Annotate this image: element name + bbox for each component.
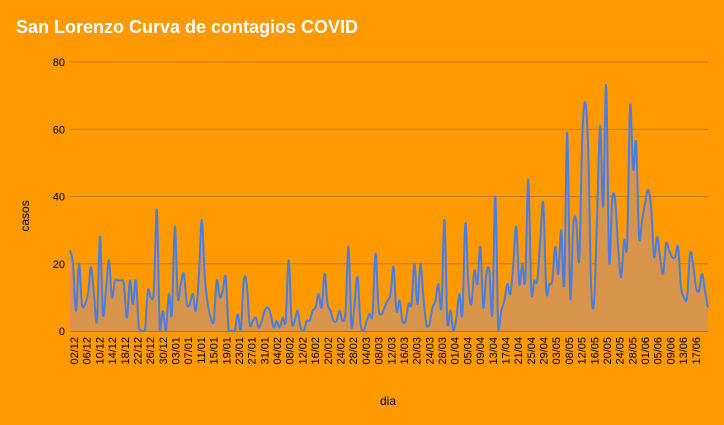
x-tick-label: 24/05 <box>615 337 627 365</box>
x-tick-label: 06/12 <box>82 337 94 365</box>
x-tick-label: 22/12 <box>132 337 144 365</box>
x-tick-label: 05/06 <box>653 337 665 365</box>
x-tick-label: 20/03 <box>412 337 424 365</box>
x-tick-label: 12/03 <box>386 337 398 365</box>
x-tick-label: 16/03 <box>399 337 411 365</box>
x-tick-label: 11/01 <box>196 337 208 364</box>
x-tick-label: 08/05 <box>564 337 576 365</box>
x-tick-label: 25/04 <box>526 337 538 365</box>
x-tick-label: 13/04 <box>488 337 500 365</box>
x-tick-label: 01/04 <box>450 337 462 365</box>
y-tick-label: 60 <box>53 124 65 136</box>
y-axis-ticks: 0 20 40 60 80 <box>53 57 65 338</box>
chart-title: San Lorenzo Curva de contagios COVID <box>16 17 358 37</box>
x-tick-label: 30/12 <box>158 337 170 365</box>
x-tick-label: 17/04 <box>500 337 512 365</box>
x-tick-label: 10/12 <box>94 337 106 365</box>
x-tick-label: 28/05 <box>627 337 639 365</box>
x-tick-label: 03/05 <box>551 337 563 365</box>
x-tick-label: 12/02 <box>297 337 309 365</box>
series-area <box>70 85 708 332</box>
x-tick-label: 09/04 <box>475 337 487 365</box>
x-tick-label: 08/02 <box>285 337 297 365</box>
y-tick-label: 80 <box>53 57 65 69</box>
y-axis-label: casos <box>18 200 32 231</box>
x-tick-label: 27/01 <box>247 337 259 365</box>
x-tick-label: 12/05 <box>577 337 589 365</box>
series-line <box>69 84 709 332</box>
x-tick-label: 16/05 <box>589 337 601 365</box>
x-tick-label: 14/12 <box>107 337 119 365</box>
x-tick-label: 01/06 <box>640 337 652 365</box>
x-tick-label: 09/06 <box>665 337 677 365</box>
x-tick-label: 04/03 <box>361 337 373 365</box>
x-tick-label: 20/02 <box>323 337 335 365</box>
x-tick-label: 08/03 <box>374 337 386 365</box>
y-tick-label: 40 <box>53 192 65 204</box>
x-tick-label: 18/12 <box>120 337 132 365</box>
x-tick-label: 24/02 <box>335 337 347 365</box>
x-tick-label: 13/06 <box>678 337 690 365</box>
x-tick-label: 05/04 <box>462 337 474 365</box>
y-tick-label: 0 <box>59 326 65 338</box>
x-axis-label: dia <box>380 394 396 408</box>
x-tick-label: 21/04 <box>513 337 525 365</box>
x-tick-label: 29/04 <box>539 337 551 365</box>
x-tick-label: 24/03 <box>424 337 436 365</box>
x-tick-label: 28/02 <box>348 337 360 365</box>
x-tick-label: 31/01 <box>259 337 271 365</box>
series-layer <box>69 84 709 332</box>
x-tick-label: 19/01 <box>221 337 233 365</box>
x-axis-ticks: 02/12 06/12 10/12 14/12 18/12 22/12 26/12 30/12… <box>69 337 703 365</box>
x-tick-label: 16/02 <box>310 337 322 365</box>
x-tick-label: 04/02 <box>272 337 284 365</box>
x-tick-label: 17/06 <box>691 337 703 365</box>
x-tick-label: 07/01 <box>183 337 195 365</box>
x-tick-label: 15/01 <box>209 337 221 365</box>
x-tick-label: 26/12 <box>145 337 157 365</box>
x-tick-label: 23/01 <box>234 337 246 365</box>
x-tick-label: 02/12 <box>69 337 81 365</box>
x-tick-label: 03/01 <box>171 337 183 365</box>
y-tick-label: 20 <box>53 259 65 271</box>
x-tick-label: 20/05 <box>602 337 614 365</box>
x-tick-label: 28/03 <box>437 337 449 365</box>
